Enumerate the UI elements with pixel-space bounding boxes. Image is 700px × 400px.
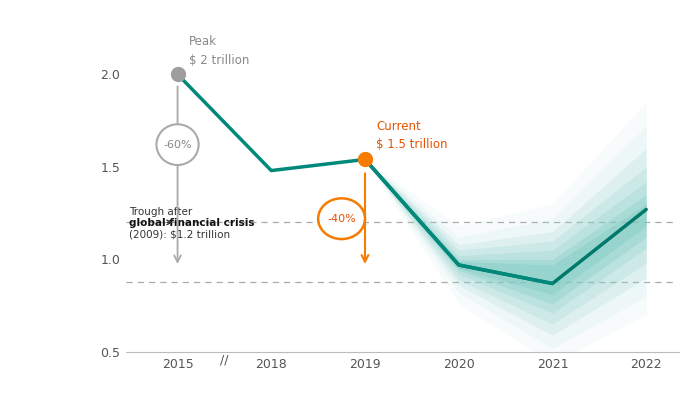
Text: $ 2 trillion: $ 2 trillion <box>189 54 249 67</box>
Text: global financial crisis: global financial crisis <box>129 218 254 228</box>
Ellipse shape <box>157 124 199 165</box>
Ellipse shape <box>318 198 365 239</box>
Text: //: // <box>220 354 229 366</box>
Text: Trough after: Trough after <box>129 207 192 217</box>
Text: Current: Current <box>377 120 421 133</box>
Text: -60%: -60% <box>163 140 192 150</box>
Text: $ 1.5 trillion: $ 1.5 trillion <box>377 138 448 151</box>
Text: -40%: -40% <box>327 214 356 224</box>
Text: Peak: Peak <box>189 35 217 48</box>
Text: (2009): $1.2 trillion: (2009): $1.2 trillion <box>129 230 230 240</box>
